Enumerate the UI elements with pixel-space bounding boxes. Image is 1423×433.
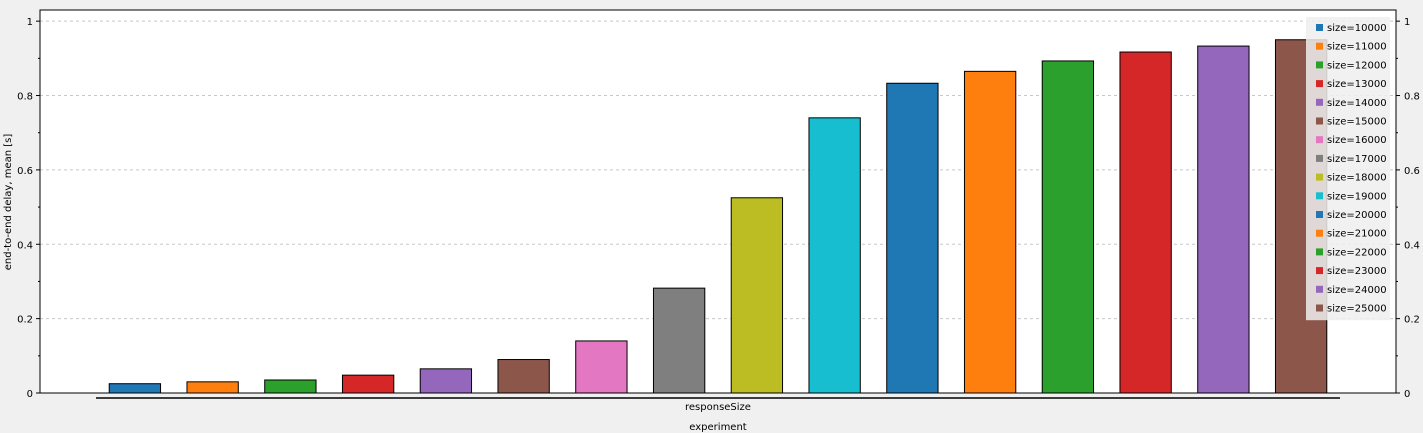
legend-label: size=11000 (1327, 42, 1387, 53)
bar (1041, 60, 1095, 394)
legend-swatch (1316, 80, 1323, 88)
bar (186, 381, 239, 394)
legend-swatch (1316, 24, 1323, 31)
bar (963, 70, 1017, 394)
legend-label: size=23000 (1327, 266, 1387, 277)
bar (497, 359, 550, 394)
legend-swatch (1316, 229, 1323, 237)
legend-swatch (1316, 267, 1323, 275)
bar (341, 374, 395, 394)
legend-label: size=22000 (1327, 247, 1387, 258)
legend-label: size=20000 (1327, 210, 1387, 221)
legend: size=10000 size=11000 size=12000 size=13000… (1306, 17, 1390, 321)
legend-swatch (1316, 61, 1323, 69)
legend-label: size=16000 (1327, 135, 1387, 146)
plot-frame (39, 9, 1397, 394)
legend-swatch (1316, 154, 1323, 162)
legend-label: size=24000 (1327, 285, 1387, 296)
legend-swatch (1316, 173, 1323, 181)
legend-label: size=19000 (1327, 191, 1387, 202)
legend-swatch (1316, 304, 1323, 312)
bar (886, 82, 939, 394)
y-tick-label-left: 1 (27, 17, 33, 28)
legend-swatch (1316, 117, 1323, 125)
bar (575, 340, 628, 394)
bar (652, 287, 706, 394)
x-axis-label: responseSize (685, 402, 751, 413)
bar (419, 368, 473, 394)
legend-swatch (1316, 42, 1323, 50)
legend-swatch (1316, 248, 1323, 256)
legend-label: size=21000 (1327, 229, 1387, 240)
y-tick-label-right: 0.8 (1404, 92, 1420, 103)
y-tick-label-left: 0.4 (17, 240, 33, 251)
legend-swatch (1316, 98, 1323, 106)
legend-label: size=12000 (1327, 60, 1387, 71)
legend-label: size=10000 (1327, 23, 1387, 34)
y-tick-label-left: 0.2 (17, 315, 33, 326)
y-tick-label-right: 0.6 (1404, 166, 1420, 177)
bar (108, 383, 162, 394)
y-tick-label-right: 1 (1404, 17, 1410, 28)
legend-label: size=17000 (1327, 154, 1387, 165)
y-tick-label-right: 0 (1404, 389, 1410, 400)
bars (108, 39, 1328, 394)
legend-label: size=14000 (1327, 98, 1387, 109)
bar (808, 117, 861, 394)
y-tick-label-right: 0.4 (1404, 240, 1420, 251)
bar (1197, 45, 1250, 394)
y-tick-label-right: 0.2 (1404, 315, 1420, 326)
legend-swatch (1316, 285, 1323, 293)
legend-label: size=25000 (1327, 304, 1387, 315)
legend-label: size=13000 (1327, 79, 1387, 90)
legend-swatch (1316, 136, 1323, 144)
y-tick-label-left: 0.8 (17, 92, 33, 103)
y-axis-right: 0 0.2 0.4 0.6 0.8 1 (1396, 17, 1420, 400)
bar (264, 379, 317, 394)
legend-label: size=15000 (1327, 117, 1387, 128)
group-label: experiment (689, 422, 747, 433)
y-axis-label: end-to-end delay, mean [s] (3, 134, 14, 271)
plot-area (40, 10, 1396, 393)
legend-swatch (1316, 192, 1323, 200)
y-tick-label-left: 0.6 (17, 166, 33, 177)
y-axis-left: 0 0.2 0.4 0.6 0.8 1 (17, 17, 40, 400)
y-tick-label-left: 0 (27, 389, 33, 400)
bar (1119, 51, 1172, 394)
legend-swatch (1316, 211, 1323, 218)
legend-label: size=18000 (1327, 173, 1387, 184)
bar (730, 197, 784, 394)
